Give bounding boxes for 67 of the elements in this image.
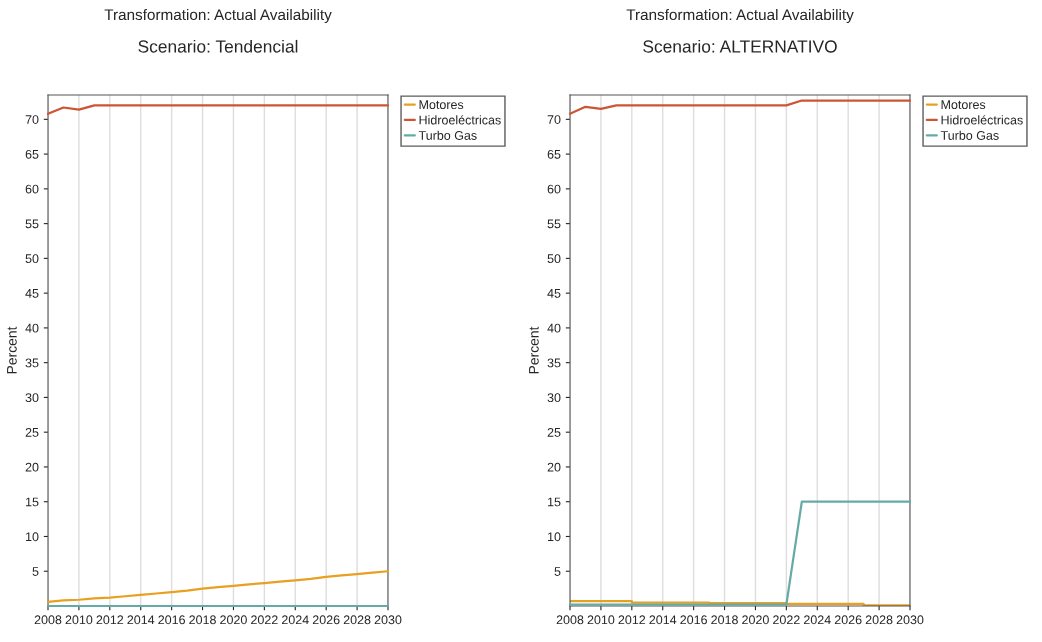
y-tick-label: 10 (548, 532, 561, 542)
y-tick-label: 40 (547, 323, 561, 333)
x-tick-label: 2018 (189, 615, 216, 625)
line-series (46, 104, 390, 115)
y-axis-title: Percent (529, 326, 539, 374)
x-tick-label: 2010 (587, 615, 615, 625)
y-tick-label: 55 (25, 219, 39, 229)
legend-label: Hidroeléctricas (419, 115, 501, 125)
x-tick-label: 2024 (804, 615, 831, 625)
x-tick-label: 2016 (158, 615, 185, 625)
x-tick-label: 2008 (34, 615, 62, 625)
y-tick-label: 45 (25, 289, 39, 298)
y-tick-label: 15 (548, 497, 561, 507)
y-tick-label: 20 (25, 462, 39, 472)
y-tick-label: 10 (26, 532, 39, 542)
y-tick-label: 30 (25, 393, 39, 403)
y-tick-label: 20 (547, 462, 561, 472)
y-tick-label: 50 (547, 254, 561, 264)
y-tick-label: 35 (25, 358, 39, 368)
y-tick-label: 50 (25, 254, 39, 264)
x-tick-label: 2014 (649, 615, 677, 625)
y-tick-label: 40 (25, 323, 39, 333)
legend-label: Turbo Gas (940, 130, 999, 140)
x-tick-label: 2026 (312, 615, 340, 625)
line-series (568, 99, 912, 115)
y-tick-label: 35 (547, 358, 561, 368)
line-series (46, 570, 390, 603)
y-tick-label: 25 (547, 427, 561, 437)
x-tick-label: 2030 (374, 615, 402, 625)
y-tick-label: 65 (25, 149, 39, 159)
y-tick-label: 70 (547, 115, 561, 124)
x-tick-label: 2028 (865, 615, 893, 625)
y-axis-title: Percent (7, 326, 17, 374)
x-tick-label: 2020 (742, 615, 769, 625)
legend-label: Motores (419, 100, 464, 110)
chart-title: Transformation: Actual Availability (104, 8, 332, 24)
x-tick-label: 2012 (96, 615, 124, 625)
x-tick-label: 2024 (282, 615, 309, 625)
legend-label: Turbo Gas (418, 130, 477, 140)
legend-label: Hidroeléctricas (941, 115, 1023, 125)
y-tick-label: 45 (547, 289, 561, 298)
y-tick-label: 15 (26, 497, 39, 507)
legend-label: Motores (941, 100, 986, 110)
x-tick-label: 2012 (618, 615, 646, 625)
x-tick-label: 2014 (127, 615, 155, 625)
x-tick-label: 2026 (834, 615, 862, 625)
y-tick-label: 60 (25, 184, 39, 194)
y-tick-label: 65 (547, 149, 561, 159)
y-tick-label: 5 (32, 567, 39, 576)
chart-title: Transformation: Actual Availability (626, 8, 854, 24)
x-tick-label: 2016 (680, 615, 707, 625)
y-tick-label: 60 (547, 184, 561, 194)
y-tick-label: 55 (547, 219, 561, 229)
x-tick-label: 2030 (896, 615, 924, 625)
x-tick-label: 2022 (251, 615, 278, 625)
chart-subtitle: Scenario: Tendencial (138, 39, 298, 53)
x-tick-label: 2010 (65, 615, 93, 625)
y-tick-label: 25 (25, 427, 39, 437)
chart-subtitle: Scenario: ALTERNATIVO (643, 39, 837, 53)
y-tick-label: 70 (25, 115, 39, 124)
y-tick-label: 5 (554, 567, 561, 576)
y-tick-label: 30 (547, 393, 561, 403)
x-tick-label: 2018 (711, 615, 738, 625)
x-tick-label: 2020 (220, 615, 247, 625)
x-tick-label: 2008 (556, 615, 584, 625)
x-tick-label: 2022 (773, 615, 800, 625)
x-tick-label: 2028 (343, 615, 371, 625)
